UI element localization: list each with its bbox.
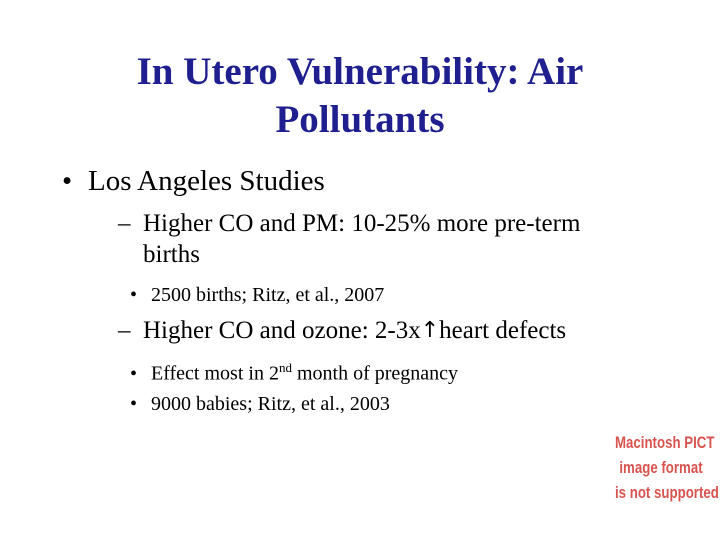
slide-title: In Utero Vulnerability: Air Pollutants (0, 48, 720, 144)
dash-marker: – (118, 317, 131, 344)
dash-marker: – (118, 210, 131, 237)
subitem-text-before-arrow: Higher CO and ozone: 2-3x (143, 317, 421, 344)
detail-effect-2nd-month: • Effect most in 2nd month of pregnancy (130, 356, 458, 386)
subitem-text-after-arrow: heart defects (439, 317, 567, 344)
placeholder-line1: Macintosh PICT (614, 433, 715, 452)
up-arrow-icon: ↑ (420, 318, 440, 343)
subitem-preterm-births: – Higher CO and PM: 10-25% more pre-term … (118, 208, 580, 270)
detail-superscript: nd (278, 360, 292, 375)
bullet-los-angeles-studies: • Los Angeles Studies (62, 164, 325, 198)
detail-text-after-sup: month of pregnancy (291, 362, 459, 385)
unsupported-image-placeholder: Macintosh PICT image format is not suppo… (614, 430, 719, 505)
bullet-marker: • (130, 284, 138, 306)
detail-2500-births: • 2500 births; Ritz, et al., 2007 (130, 283, 384, 307)
subitem-heart-defects: – Higher CO and ozone: 2-3x↑heart defects (118, 315, 566, 346)
bullet-marker: • (130, 362, 138, 385)
detail-text: 9000 babies; Ritz, et al., 2003 (151, 393, 390, 415)
bullet-marker: • (62, 165, 73, 197)
bullet-marker: • (130, 393, 138, 415)
detail-9000-babies: • 9000 babies; Ritz, et al., 2003 (130, 392, 390, 416)
placeholder-line2: image format (619, 458, 703, 477)
subitem-text-line2: births (143, 241, 200, 268)
slide-title-line1: In Utero Vulnerability: Air (136, 50, 584, 93)
subitem-text-line1: Higher CO and PM: 10-25% more pre-term (143, 210, 581, 237)
slide-title-line2: Pollutants (275, 98, 445, 141)
placeholder-line3: is not supported (614, 483, 719, 502)
detail-text-before-sup: Effect most in 2 (151, 362, 279, 385)
detail-text: 2500 births; Ritz, et al., 2007 (151, 284, 385, 306)
bullet-text: Los Angeles Studies (88, 165, 325, 197)
